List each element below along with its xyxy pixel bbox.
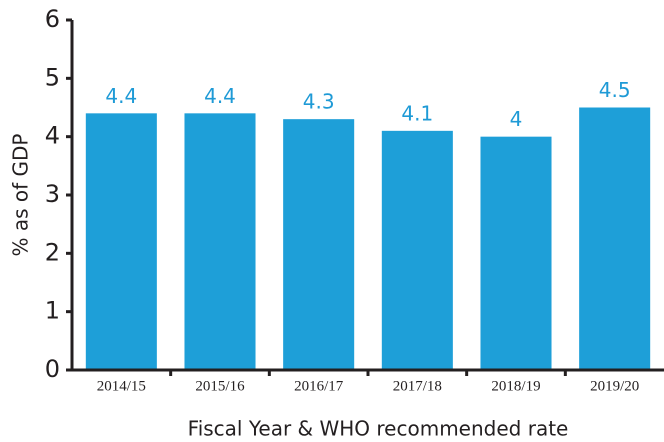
value-label: 4.1 [401, 101, 433, 125]
y-axis-title: % as of GDP [9, 134, 33, 257]
value-label: 4.3 [303, 90, 335, 114]
value-label: 4.5 [599, 78, 631, 102]
value-label: 4 [510, 107, 523, 131]
bar [579, 107, 651, 370]
x-axis-title: Fiscal Year & WHO recommended rate [188, 417, 569, 441]
y-tick-label: 6 [45, 5, 60, 33]
y-tick-label: 5 [45, 63, 60, 91]
x-tick-label: 2019/20 [590, 378, 639, 394]
value-label: 4.4 [204, 84, 236, 108]
x-tick-label: 2014/15 [97, 378, 146, 394]
y-tick-label: 3 [45, 180, 60, 208]
bar [85, 113, 157, 370]
x-tick-label: 2017/18 [393, 378, 442, 394]
value-label: 4.4 [105, 84, 137, 108]
bar [480, 136, 552, 370]
y-tick-label: 1 [45, 297, 60, 325]
bar [184, 113, 256, 370]
x-tick-label: 2018/19 [491, 378, 540, 394]
bar [381, 130, 453, 370]
x-tick-label: 2015/16 [195, 378, 245, 394]
bar [283, 119, 355, 371]
y-tick-label: 4 [45, 122, 60, 150]
y-tick-label: 2 [45, 238, 60, 266]
x-tick-label: 2016/17 [294, 378, 344, 394]
y-tick-label: 0 [45, 355, 60, 383]
